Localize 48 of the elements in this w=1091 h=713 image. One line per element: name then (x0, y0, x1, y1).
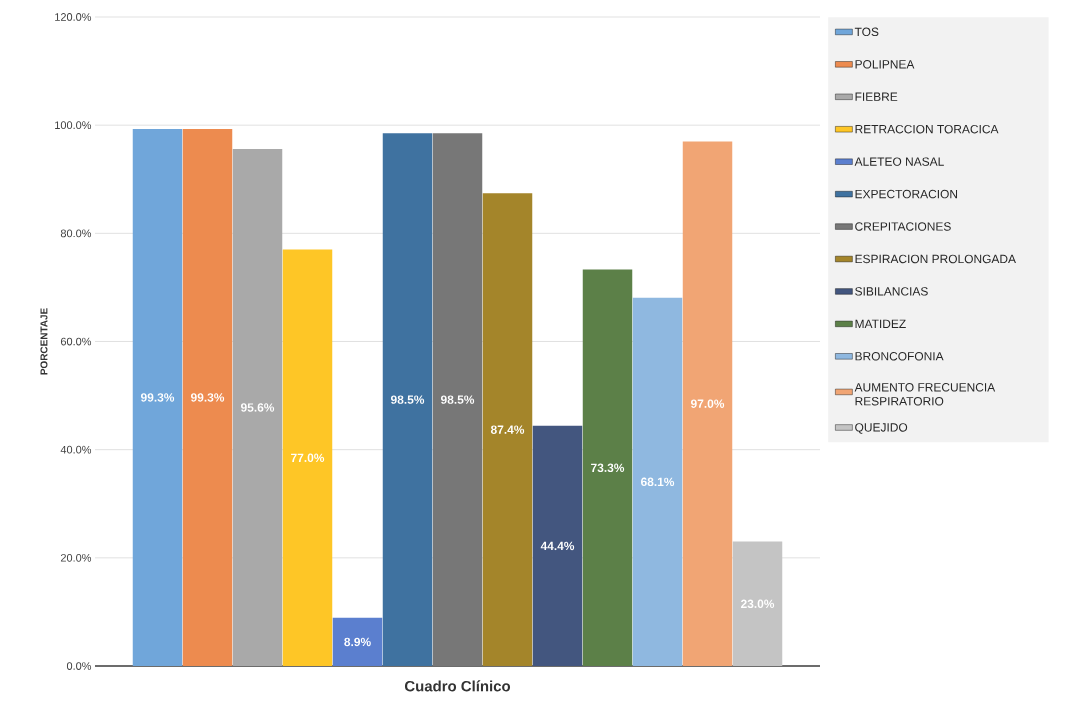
legend-label: ESPIRACION PROLONGADA (855, 254, 1016, 264)
y-tick-label: 100.0% (55, 121, 92, 130)
x-axis-title: Cuadro Clínico (404, 680, 511, 692)
data-label: 73.3% (591, 463, 625, 473)
bar (732, 541, 783, 666)
legend-label: FIEBRE (855, 92, 898, 101)
bar (232, 148, 283, 666)
bar (282, 249, 333, 666)
y-tick-label: 60.0% (60, 337, 92, 346)
data-label: 97.0% (690, 399, 725, 408)
legend-label: EXPECTORACION (855, 189, 958, 199)
data-label: 99.3% (140, 393, 175, 402)
y-tick-label: 120.0% (55, 13, 92, 21)
legend-label: QUEJIDO (855, 423, 908, 434)
data-label: 8.9% (344, 637, 371, 647)
data-label: 98.5% (440, 395, 475, 404)
y-axis-title: PORCENTAJE (40, 308, 48, 375)
legend-label: CREPITACIONES (855, 222, 951, 231)
y-tick-label: 20.0% (60, 553, 92, 562)
bar (482, 193, 533, 666)
legend-label: ALETEO NASAL (854, 157, 944, 166)
legend-label: TOS (854, 27, 879, 37)
data-label: 98.5% (390, 395, 425, 404)
data-label: 68.1% (640, 477, 675, 487)
legend-label: RETRACCION TORACICA (855, 124, 999, 134)
data-label: 95.6% (240, 403, 275, 412)
data-label: 87.4% (490, 425, 525, 434)
y-tick-label: 80.0% (60, 229, 92, 238)
data-label: 23.0% (740, 599, 775, 609)
y-tick-label: 40.0% (60, 445, 92, 454)
legend-label: BRONCOFONIA (855, 352, 944, 361)
legend-label: SIBILANCIAS (855, 287, 928, 296)
bar (132, 128, 183, 666)
bar (532, 425, 583, 666)
bar (682, 141, 733, 666)
bar (632, 297, 683, 666)
data-label: 99.3% (190, 393, 225, 402)
bar (432, 133, 483, 666)
bar (582, 269, 633, 666)
legend-label: POLIPNEA (855, 60, 915, 69)
bar (332, 617, 383, 666)
bar (382, 133, 433, 666)
data-label: 44.4% (540, 541, 575, 551)
legend-label: MATIDEZ (855, 319, 906, 328)
y-tick-label: 0.0% (66, 662, 92, 670)
legend-label: AUMENTO FRECUENCIA RESPIRATORIO (854, 383, 996, 406)
bar (182, 128, 233, 666)
data-label: 77.0% (291, 453, 325, 462)
